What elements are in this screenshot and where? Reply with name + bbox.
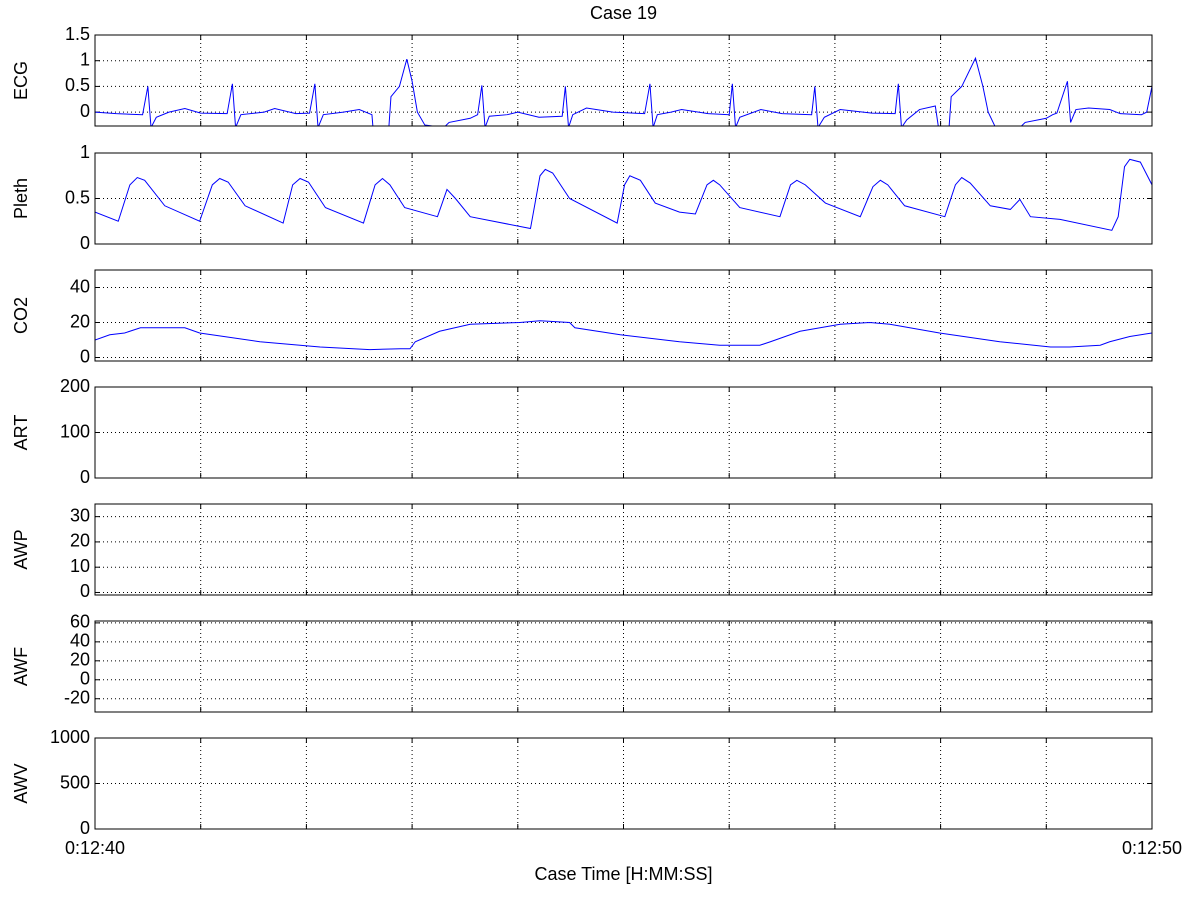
y-tick-label: 20: [70, 311, 90, 331]
y-tick-label: 0: [80, 101, 90, 121]
y-tick-label: 100: [60, 421, 90, 441]
y-axis-label: ECG: [11, 61, 31, 100]
y-tick-label: 200: [60, 376, 90, 396]
x-tick-label: 0:12:40: [65, 838, 125, 858]
y-axis-label: ART: [11, 415, 31, 451]
y-tick-label: 0.5: [65, 75, 90, 95]
y-tick-label: 0: [80, 818, 90, 838]
y-tick-label: -20: [64, 687, 90, 707]
y-axis-label: AWV: [11, 763, 31, 803]
panel: 0 100 200 ART: [11, 376, 1153, 487]
y-tick-label: 1.5: [65, 24, 90, 44]
plot-area: [94, 34, 1153, 127]
y-axis-label: AWP: [11, 529, 31, 569]
y-tick-label: 1000: [50, 727, 90, 747]
y-axis-label: AWF: [11, 647, 31, 686]
y-tick-label: 20: [70, 650, 90, 670]
y-axis-label: CO2: [11, 297, 31, 334]
y-axis-label: Pleth: [11, 178, 31, 219]
y-tick-label: 0: [80, 346, 90, 366]
plot-border: [94, 386, 1153, 479]
panel: 0:12:40 0:12:50 0 500 1000 AWV Case Time [H:MM…: [11, 727, 1182, 884]
plot-area: [94, 620, 1153, 713]
y-tick-label: 0: [80, 669, 90, 689]
y-tick-label: 40: [70, 631, 90, 651]
panel: 0 0.5 1 Pleth: [11, 142, 1153, 253]
y-tick-label: 0: [80, 233, 90, 253]
plot-border: [94, 620, 1153, 713]
plot-area: [94, 269, 1153, 362]
panel: 0 10 20 30 AWP: [11, 503, 1153, 601]
data-line: [95, 56, 1152, 126]
data-line: [95, 320, 1152, 351]
plot-border: [94, 152, 1153, 245]
y-tick-label: 0: [80, 581, 90, 601]
y-tick-label: 1: [80, 142, 90, 162]
plot-border: [94, 269, 1153, 362]
plot-area: [94, 503, 1153, 596]
y-tick-label: 500: [60, 772, 90, 792]
plot-border: [94, 503, 1153, 596]
panel: 0 20 40 CO2: [11, 269, 1153, 366]
plot-border: [94, 737, 1153, 830]
y-tick-label: 60: [70, 612, 90, 632]
plot-border: [94, 34, 1153, 127]
y-tick-label: 40: [70, 276, 90, 296]
chart-title: Case 19: [590, 3, 657, 23]
data-line: [95, 158, 1152, 231]
y-tick-label: 20: [70, 531, 90, 551]
y-tick-label: 10: [70, 556, 90, 576]
x-tick-label: 0:12:50: [1122, 838, 1182, 858]
panel: 0 0.5 1 1.5 ECG Case 19: [11, 3, 1153, 127]
x-axis-label: Case Time [H:MM:SS]: [534, 864, 712, 884]
y-tick-label: 30: [70, 505, 90, 525]
y-tick-label: 0.5: [65, 187, 90, 207]
y-tick-label: 0: [80, 467, 90, 487]
y-tick-label: 1: [80, 49, 90, 69]
